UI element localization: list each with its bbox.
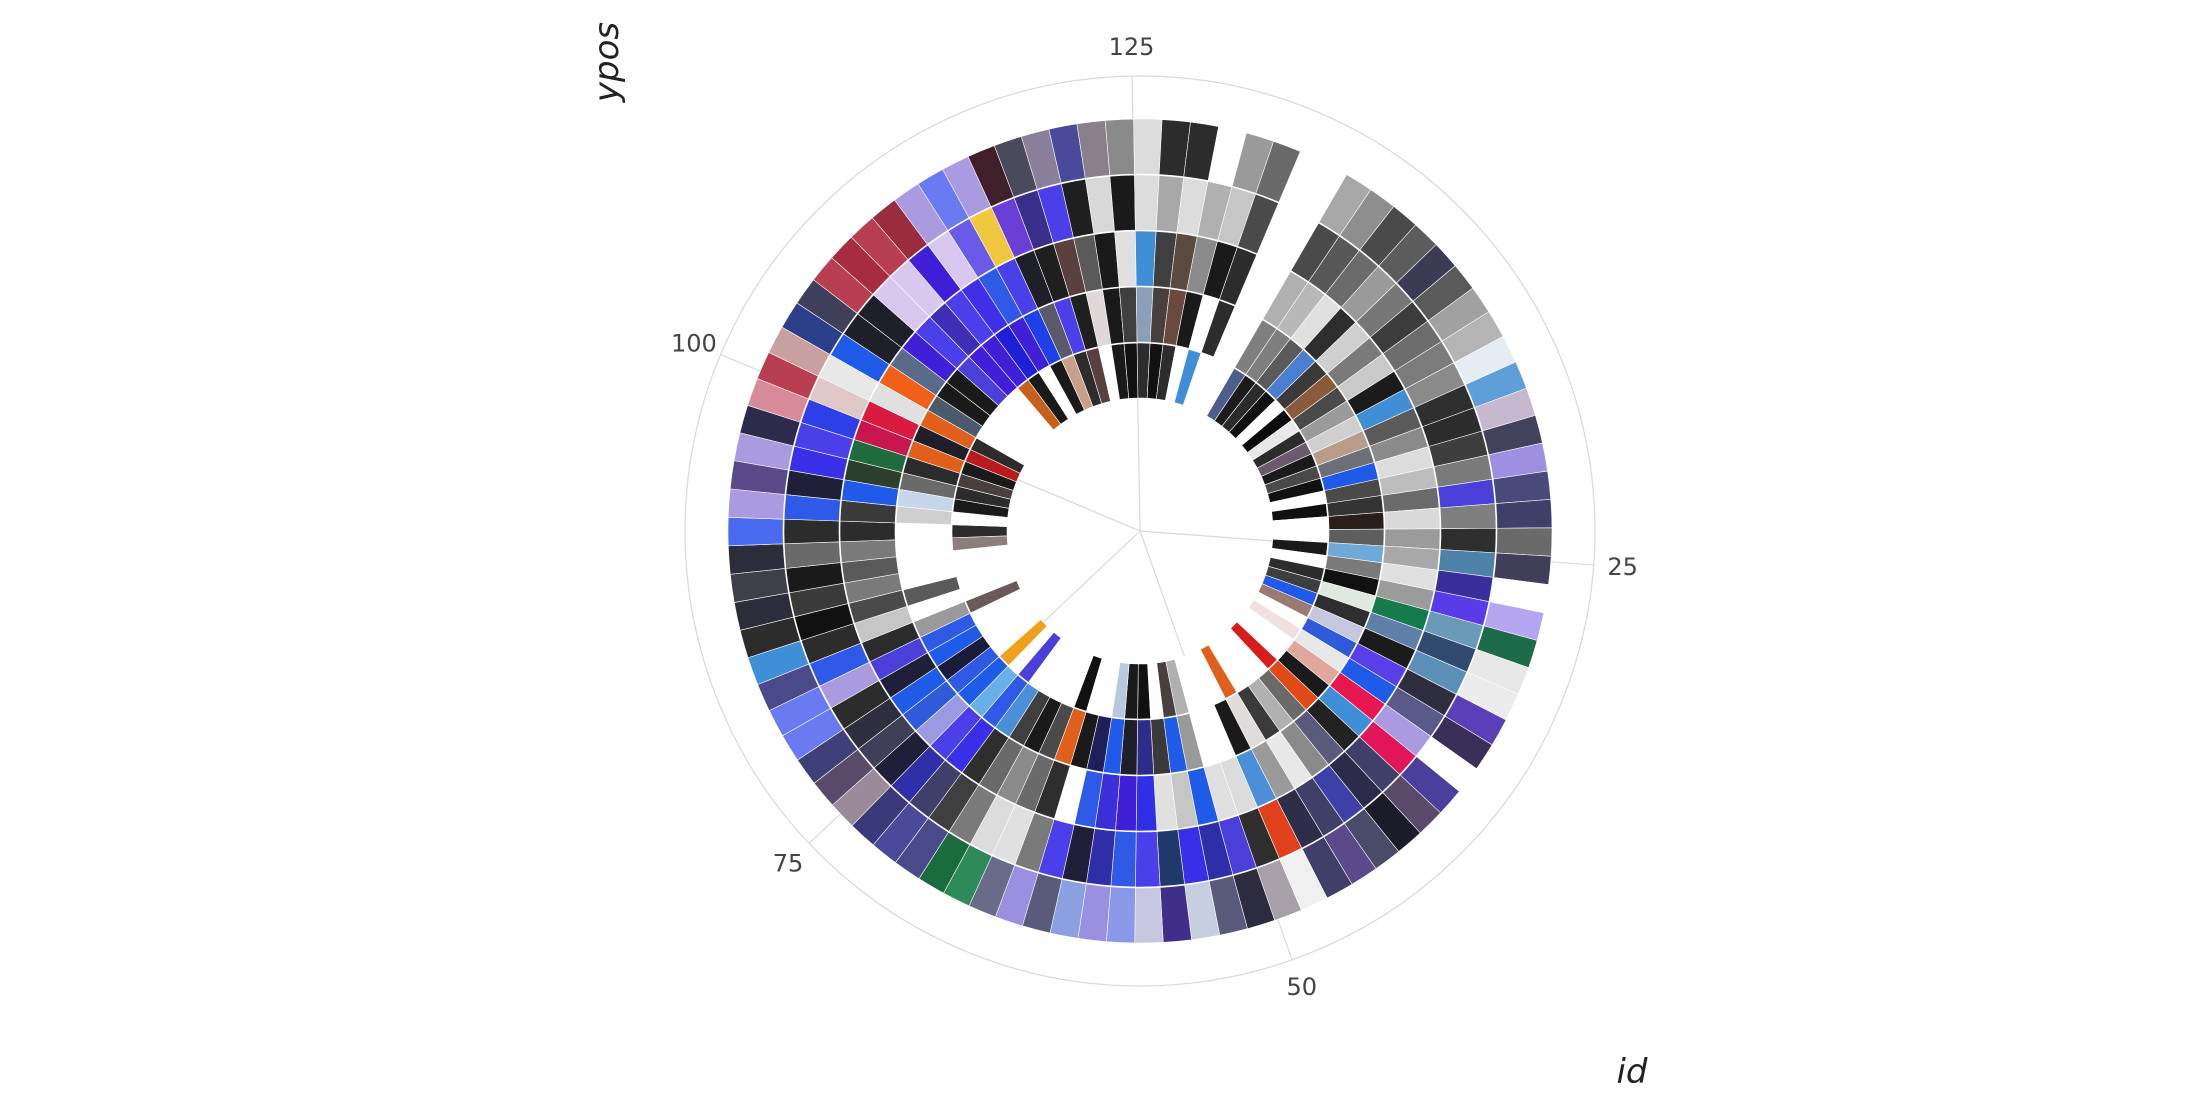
bar-61-segment-3 <box>839 520 896 543</box>
bar-83-segment-4 <box>1109 174 1136 232</box>
y-axis-title: ypos <box>587 22 627 103</box>
x-axis-title: id <box>1616 1052 1647 1092</box>
outer-grid-circle <box>684 75 1596 987</box>
tick-label-100: 100 <box>671 329 717 357</box>
tick-label-125: 125 <box>1109 33 1155 61</box>
bar-38-segment-2 <box>1136 719 1155 776</box>
tick-label-50: 50 <box>1287 973 1318 1001</box>
bar-16-segment-5 <box>1496 527 1553 557</box>
bar-84-segment-3 <box>1135 230 1157 287</box>
bar-84-segment-4 <box>1134 174 1160 231</box>
bar-89-segment-2 <box>1200 299 1236 358</box>
bar-38-segment-3 <box>1135 775 1158 832</box>
bar-89-segment-5 <box>1255 140 1301 203</box>
bar-39-segment-5 <box>1105 886 1136 944</box>
bar-89-segment-3 <box>1219 246 1258 306</box>
bar-89-segment-1 <box>1182 352 1214 409</box>
bar-61-segment-1 <box>951 524 1008 539</box>
bar-89-segment-4 <box>1237 193 1279 255</box>
bar-segments <box>727 118 1553 944</box>
bar-83-segment-5 <box>1104 118 1135 176</box>
bar-15-segment-4 <box>1439 503 1497 530</box>
angular-tick-labels: 25 50 75 100 125 <box>671 33 1638 1001</box>
bar-15-segment-5 <box>1495 499 1553 529</box>
bar-61-segment-4 <box>783 518 840 545</box>
bar-61-segment-5 <box>727 516 784 547</box>
tick-label-25: 25 <box>1607 553 1638 581</box>
bar-38-segment-5 <box>1134 887 1164 944</box>
tick-label-75: 75 <box>773 849 804 877</box>
bar-38-segment-4 <box>1135 831 1161 888</box>
bar-84-segment-5 <box>1133 118 1163 175</box>
bar-16-segment-4 <box>1440 527 1497 554</box>
bar-61-segment-2 <box>895 522 952 541</box>
